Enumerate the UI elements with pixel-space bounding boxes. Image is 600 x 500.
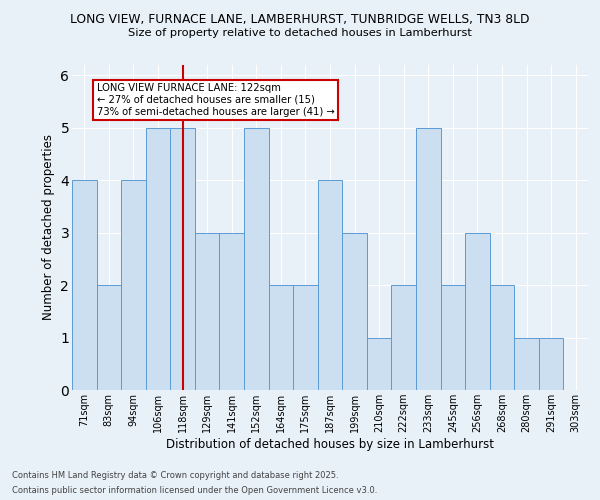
Text: Size of property relative to detached houses in Lamberhurst: Size of property relative to detached ho… xyxy=(128,28,472,38)
Bar xyxy=(195,232,220,390)
Bar xyxy=(72,180,97,390)
Text: Contains HM Land Registry data © Crown copyright and database right 2025.: Contains HM Land Registry data © Crown c… xyxy=(12,471,338,480)
Bar xyxy=(539,338,563,390)
Bar xyxy=(490,285,514,390)
Bar xyxy=(293,285,318,390)
Bar xyxy=(97,285,121,390)
Bar xyxy=(514,338,539,390)
Text: LONG VIEW, FURNACE LANE, LAMBERHURST, TUNBRIDGE WELLS, TN3 8LD: LONG VIEW, FURNACE LANE, LAMBERHURST, TU… xyxy=(70,12,530,26)
Bar xyxy=(465,232,490,390)
Bar xyxy=(440,285,465,390)
Text: LONG VIEW FURNACE LANE: 122sqm
← 27% of detached houses are smaller (15)
73% of : LONG VIEW FURNACE LANE: 122sqm ← 27% of … xyxy=(97,84,334,116)
Bar xyxy=(146,128,170,390)
Bar xyxy=(391,285,416,390)
Bar xyxy=(170,128,195,390)
Bar xyxy=(318,180,342,390)
X-axis label: Distribution of detached houses by size in Lamberhurst: Distribution of detached houses by size … xyxy=(166,438,494,451)
Text: Contains public sector information licensed under the Open Government Licence v3: Contains public sector information licen… xyxy=(12,486,377,495)
Bar xyxy=(244,128,269,390)
Bar xyxy=(367,338,391,390)
Bar xyxy=(269,285,293,390)
Bar xyxy=(342,232,367,390)
Y-axis label: Number of detached properties: Number of detached properties xyxy=(42,134,55,320)
Bar xyxy=(416,128,440,390)
Bar xyxy=(121,180,146,390)
Bar xyxy=(220,232,244,390)
